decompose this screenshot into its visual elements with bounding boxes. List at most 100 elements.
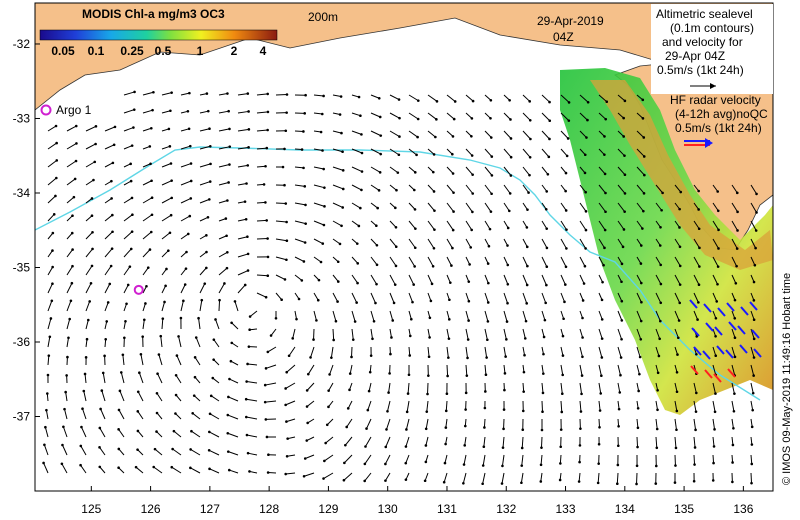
velocity-arrow <box>674 400 678 412</box>
velocity-arrow <box>161 301 166 312</box>
velocity-arrow <box>636 418 639 428</box>
velocity-arrow-head <box>332 338 335 342</box>
velocity-arrow-head <box>393 283 397 286</box>
velocity-arrow-head <box>468 263 471 266</box>
velocity-arrow <box>370 238 378 246</box>
velocity-arrow-head <box>490 174 494 177</box>
velocity-arrow-head <box>675 370 679 374</box>
velocity-arrow-head <box>488 227 492 231</box>
velocity-arrow-head <box>623 210 626 213</box>
velocity-arrow <box>503 202 510 212</box>
velocity-arrow-head <box>320 112 324 116</box>
velocity-arrow <box>636 364 640 375</box>
velocity-arrow <box>636 346 641 358</box>
velocity-arrow-head <box>398 135 401 138</box>
velocity-arrow-head <box>542 335 546 339</box>
velocity-arrow <box>123 145 133 150</box>
velocity-arrow-head <box>600 356 604 359</box>
velocity-arrow <box>237 110 249 114</box>
velocity-arrow-head <box>603 135 606 138</box>
velocity-arrow <box>560 310 565 319</box>
velocity-arrow <box>294 202 306 206</box>
velocity-arrow <box>522 112 531 121</box>
velocity-arrow-head <box>66 355 69 359</box>
velocity-arrow <box>424 472 429 481</box>
velocity-arrow-head <box>548 100 551 104</box>
velocity-arrow <box>142 319 145 330</box>
velocity-arrow <box>522 148 531 158</box>
velocity-arrow-head <box>428 336 431 339</box>
velocity-arrow <box>229 469 239 474</box>
velocity-arrow-head <box>266 274 270 278</box>
velocity-arrow-head <box>51 265 54 269</box>
velocity-arrow-head <box>489 117 492 120</box>
velocity-arrow-head <box>412 283 416 286</box>
velocity-arrow-head <box>182 299 185 303</box>
hf-legend: HF radar velocity (4-12h avg)noQC 0.5m/s… <box>670 93 768 148</box>
velocity-arrow-head <box>584 210 588 213</box>
velocity-arrow <box>256 274 268 277</box>
argo-legend-label: Argo 1 <box>56 103 92 117</box>
velocity-arrow <box>286 364 296 373</box>
velocity-arrow-head <box>411 300 414 304</box>
velocity-arrow-head <box>324 441 327 445</box>
velocity-arrow-head <box>44 425 47 429</box>
velocity-arrow-head <box>451 246 454 250</box>
velocity-arrow-head <box>91 247 94 251</box>
velocity-arrow-head <box>489 136 493 139</box>
velocity-arrow-head <box>697 283 701 287</box>
velocity-arrow-head <box>110 247 114 250</box>
velocity-arrow <box>351 166 363 173</box>
velocity-arrow <box>370 202 378 209</box>
velocity-arrow <box>47 250 53 258</box>
velocity-arrow <box>389 112 400 119</box>
velocity-arrow-head <box>91 230 94 234</box>
velocity-arrow-head <box>54 124 58 128</box>
velocity-arrow-head <box>637 389 640 393</box>
velocity-arrow-head <box>423 479 427 483</box>
velocity-arrow <box>560 364 564 375</box>
velocity-arrow-head <box>405 410 409 414</box>
velocity-arrow <box>160 336 163 348</box>
velocity-arrow-head <box>713 410 717 414</box>
velocity-arrow-head <box>322 477 325 480</box>
velocity-arrow <box>541 382 544 393</box>
velocity-arrow <box>351 184 362 191</box>
velocity-arrow-head <box>245 380 248 383</box>
velocity-arrow-head <box>471 192 475 195</box>
velocity-arrow <box>389 94 400 100</box>
velocity-arrow <box>104 197 112 204</box>
velocity-arrow-head <box>404 478 408 481</box>
velocity-arrow-head <box>489 210 493 213</box>
velocity-arrow-head <box>654 482 658 485</box>
velocity-arrow-head <box>471 173 474 176</box>
velocity-arrow-head <box>224 217 228 220</box>
velocity-arrow <box>161 250 169 258</box>
velocity-arrow-head <box>623 99 627 103</box>
velocity-arrow-head <box>717 247 720 250</box>
velocity-arrow-head <box>659 226 662 229</box>
velocity-arrow-head <box>470 117 474 120</box>
velocity-arrow-head <box>678 207 681 211</box>
velocity-arrow-head <box>193 356 197 359</box>
velocity-arrow <box>636 166 645 176</box>
velocity-arrow <box>427 274 433 285</box>
velocity-arrow-head <box>186 110 190 113</box>
velocity-arrow-head <box>599 392 603 395</box>
velocity-arrow <box>230 360 239 366</box>
velocity-arrow <box>66 196 75 204</box>
velocity-arrow <box>636 220 643 229</box>
velocity-arrow <box>237 253 249 258</box>
velocity-arrow <box>104 162 114 168</box>
velocity-arrow-head <box>189 448 192 451</box>
velocity-arrow-head <box>168 145 172 148</box>
velocity-arrow-head <box>377 189 381 192</box>
velocity-arrow <box>209 468 220 474</box>
velocity-arrow-head <box>416 117 420 121</box>
velocity-arrow <box>65 391 68 402</box>
velocity-arrow-head <box>659 282 663 286</box>
velocity-arrow-head <box>247 345 251 348</box>
credit-text: © IMOS 09-May-2019 11:49:16 Hobart time <box>781 273 793 485</box>
velocity-arrow <box>256 165 266 168</box>
velocity-arrow-head <box>306 372 310 376</box>
